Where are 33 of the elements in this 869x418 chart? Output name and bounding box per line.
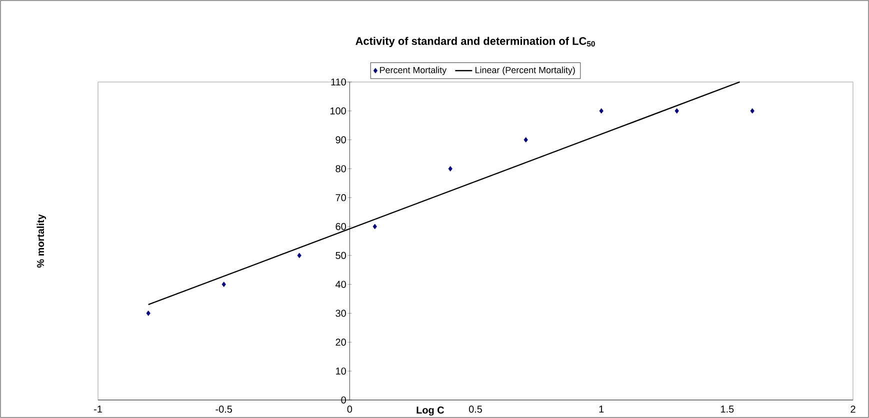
point [599, 108, 604, 114]
point [146, 310, 150, 316]
legend-label: Percent Mortality [380, 66, 447, 75]
y-tick-label: 20 [336, 338, 346, 346]
y-tick-label: 0 [341, 396, 346, 404]
y-tick-label: 30 [336, 310, 346, 317]
point [674, 108, 679, 114]
x-tick-label: -1 [94, 406, 102, 412]
x-tick-label: 0.5 [468, 406, 482, 413]
point [297, 252, 302, 258]
point [222, 282, 226, 288]
y-axis-title: % mortality [36, 214, 46, 268]
y-tick-label: 70 [336, 194, 346, 202]
chart-title: Activity of standard and determination of LC$_{50}$ [356, 36, 595, 48]
y-tick-label: 60 [336, 223, 346, 230]
y-tick-label: 80 [336, 165, 346, 172]
y-tick-label: 50 [336, 252, 346, 259]
legend-label: Linear (Percent Mortality) [476, 66, 575, 75]
y-tick-label: 10 [336, 368, 346, 375]
x-tick-label: -0.5 [216, 406, 232, 413]
y-tick-label: 110 [331, 78, 346, 86]
y-tick-label: 90 [336, 136, 346, 144]
x-tick-label: 2 [850, 406, 856, 413]
x-tick-label: 1.5 [721, 406, 734, 413]
y-tick-label: 40 [336, 280, 346, 288]
point [524, 137, 528, 143]
y-tick-label: 100 [330, 107, 346, 114]
point [372, 224, 377, 230]
x-axis-title: Log C [416, 406, 444, 416]
x-tick-label: 1 [599, 406, 604, 412]
x-tick-label: 0 [347, 406, 352, 413]
point [448, 166, 452, 172]
point [750, 108, 754, 114]
